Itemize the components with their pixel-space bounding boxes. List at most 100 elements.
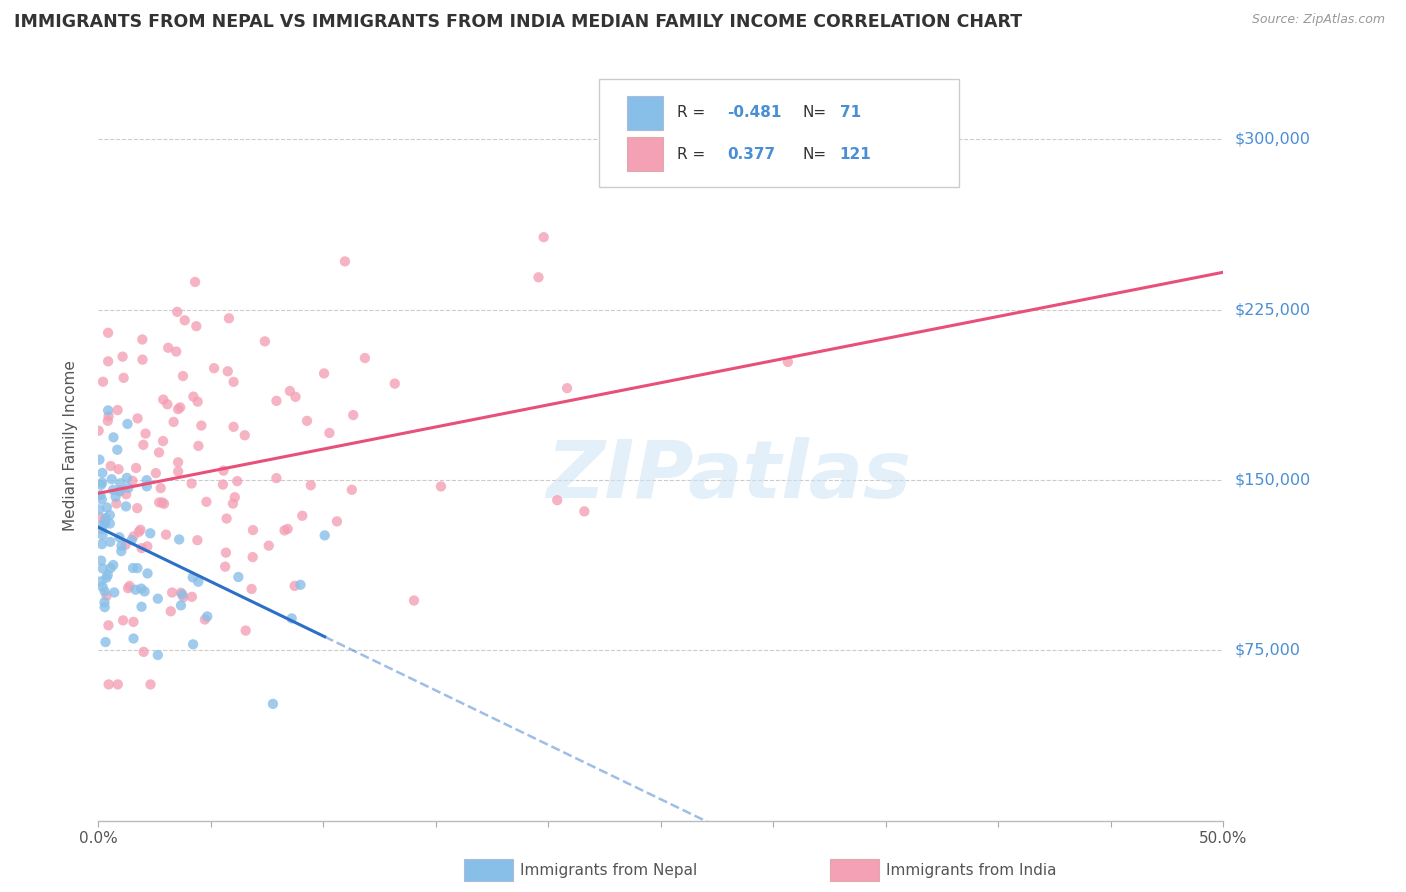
Point bbox=[262, 697, 284, 711]
Point bbox=[132, 438, 155, 452]
Point bbox=[224, 490, 246, 504]
Point bbox=[212, 477, 235, 491]
Point bbox=[100, 561, 122, 575]
Point bbox=[139, 677, 162, 691]
Point bbox=[169, 401, 191, 415]
Point bbox=[134, 584, 156, 599]
Point bbox=[173, 313, 195, 327]
Point bbox=[108, 530, 131, 544]
Point bbox=[266, 471, 288, 485]
Point bbox=[129, 523, 152, 537]
Point bbox=[135, 473, 157, 487]
Point bbox=[190, 418, 212, 433]
Point bbox=[117, 417, 139, 431]
Point bbox=[131, 582, 153, 596]
Point bbox=[157, 341, 180, 355]
Point bbox=[100, 458, 122, 473]
Point bbox=[98, 516, 121, 531]
Point bbox=[277, 522, 299, 536]
Point bbox=[146, 591, 169, 606]
Point bbox=[91, 466, 114, 480]
Point bbox=[160, 585, 183, 599]
Text: R =: R = bbox=[676, 146, 714, 161]
Point bbox=[107, 462, 129, 476]
Point bbox=[104, 490, 127, 504]
Text: $150,000: $150,000 bbox=[1234, 473, 1310, 488]
Point bbox=[148, 445, 170, 459]
Point bbox=[235, 624, 257, 638]
Point bbox=[112, 371, 135, 385]
Point bbox=[173, 590, 195, 604]
Point bbox=[167, 402, 190, 417]
Point bbox=[110, 544, 132, 558]
Text: ZIPatlas: ZIPatlas bbox=[546, 437, 911, 515]
Point bbox=[215, 546, 238, 560]
Point bbox=[155, 527, 177, 541]
Point bbox=[280, 611, 302, 625]
Point bbox=[222, 375, 245, 389]
Point bbox=[91, 517, 114, 532]
Point bbox=[115, 471, 138, 485]
Point bbox=[181, 637, 204, 651]
Point bbox=[533, 230, 555, 244]
Point bbox=[110, 476, 132, 491]
Point bbox=[91, 475, 114, 490]
Point bbox=[90, 574, 112, 589]
Point bbox=[183, 390, 205, 404]
Point bbox=[342, 408, 364, 422]
Point bbox=[312, 367, 335, 381]
Point bbox=[333, 254, 356, 268]
Y-axis label: Median Family Income: Median Family Income bbox=[63, 360, 77, 532]
Point bbox=[172, 587, 194, 601]
Point bbox=[430, 479, 453, 493]
Point bbox=[299, 478, 322, 492]
Point bbox=[574, 504, 596, 518]
Point bbox=[295, 414, 318, 428]
Point bbox=[257, 539, 280, 553]
Point bbox=[131, 352, 153, 367]
Text: 121: 121 bbox=[839, 146, 872, 161]
Point bbox=[284, 579, 307, 593]
Point bbox=[776, 355, 799, 369]
Point bbox=[91, 580, 114, 594]
Text: Source: ZipAtlas.com: Source: ZipAtlas.com bbox=[1251, 13, 1385, 27]
Point bbox=[527, 270, 550, 285]
Point bbox=[90, 553, 112, 567]
Point bbox=[97, 326, 120, 340]
Point bbox=[354, 351, 377, 365]
Point bbox=[97, 409, 120, 424]
Point bbox=[91, 375, 114, 389]
Point bbox=[94, 635, 117, 649]
Point bbox=[94, 516, 117, 530]
Text: IMMIGRANTS FROM NEPAL VS IMMIGRANTS FROM INDIA MEDIAN FAMILY INCOME CORRELATION : IMMIGRANTS FROM NEPAL VS IMMIGRANTS FROM… bbox=[14, 13, 1022, 31]
Point bbox=[127, 561, 149, 575]
Point bbox=[122, 632, 145, 646]
Point bbox=[153, 497, 176, 511]
Point bbox=[136, 540, 159, 554]
Point bbox=[96, 571, 118, 585]
Point bbox=[170, 599, 193, 613]
Point bbox=[89, 502, 111, 516]
Point bbox=[90, 492, 112, 507]
Text: 71: 71 bbox=[839, 105, 860, 120]
Point bbox=[240, 582, 263, 596]
Point bbox=[91, 561, 114, 575]
Point bbox=[121, 474, 143, 488]
Point bbox=[273, 524, 295, 538]
Point bbox=[98, 508, 121, 522]
Text: N=: N= bbox=[803, 105, 827, 120]
Point bbox=[135, 426, 157, 441]
Point bbox=[146, 648, 169, 662]
Point bbox=[112, 613, 135, 627]
Point bbox=[135, 479, 157, 493]
Point bbox=[100, 472, 122, 486]
Point bbox=[242, 523, 264, 537]
Point bbox=[384, 376, 406, 391]
Point bbox=[187, 439, 209, 453]
Point bbox=[105, 496, 128, 510]
Point bbox=[103, 430, 125, 444]
Point bbox=[180, 590, 202, 604]
Point bbox=[122, 615, 145, 629]
Point bbox=[132, 645, 155, 659]
Point bbox=[242, 550, 264, 565]
